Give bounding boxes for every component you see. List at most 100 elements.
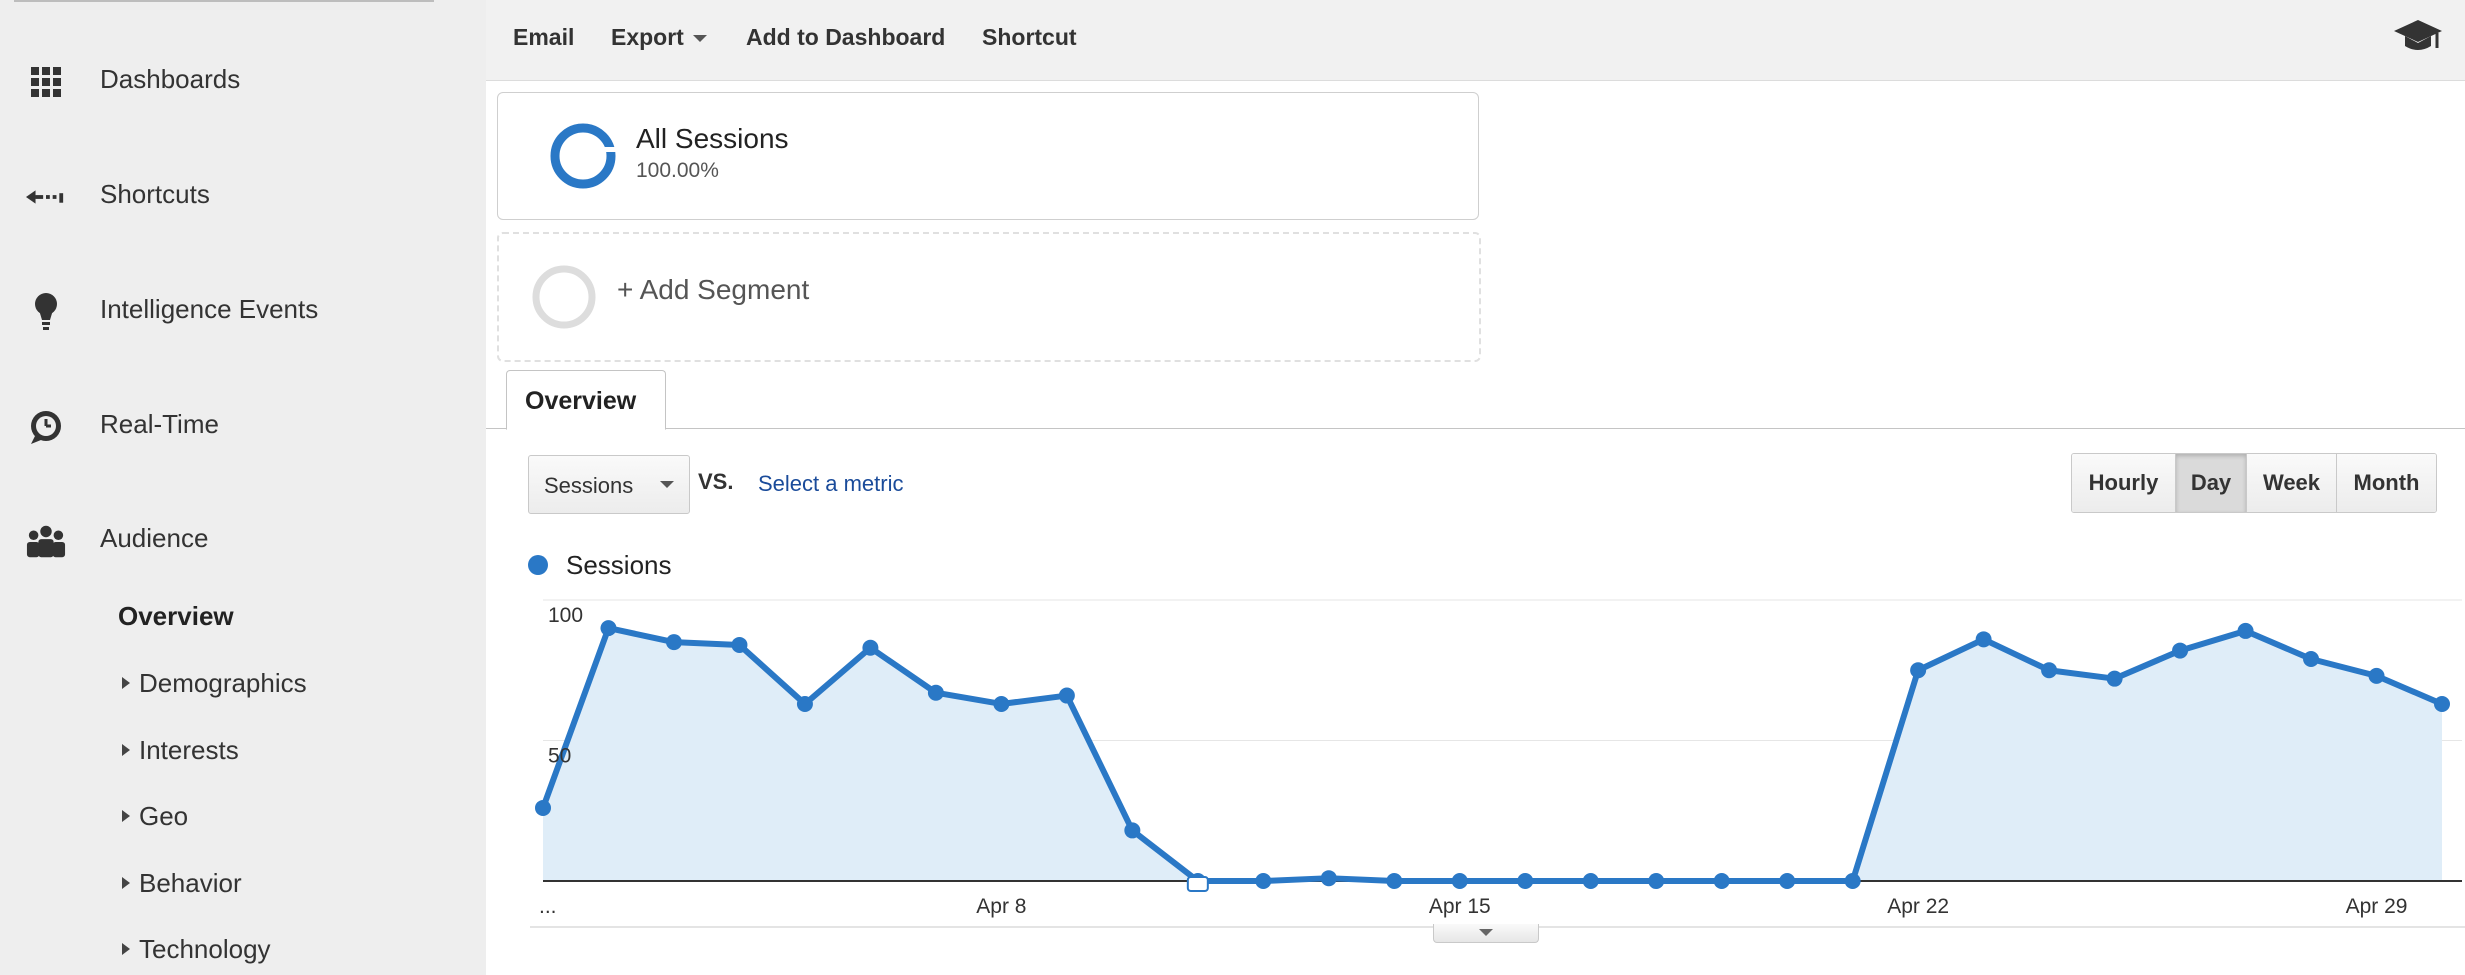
sidebar-item-label: Intelligence Events bbox=[100, 294, 319, 324]
data-point[interactable] bbox=[1582, 873, 1599, 889]
annotation-marker-icon bbox=[1186, 876, 1209, 892]
tab-overview[interactable]: Overview bbox=[506, 370, 666, 430]
data-point[interactable] bbox=[1713, 873, 1730, 889]
data-point[interactable] bbox=[1779, 873, 1796, 889]
add-segment-button[interactable]: + Add Segment bbox=[497, 232, 1481, 362]
sessions-line bbox=[540, 625, 2444, 884]
tab-overview-label: Overview bbox=[525, 387, 637, 415]
y-tick-label: 100 bbox=[548, 604, 583, 627]
chevron-down-icon bbox=[660, 481, 674, 488]
sidebar-subitem-label: Interests bbox=[139, 735, 239, 765]
data-point[interactable] bbox=[731, 636, 748, 653]
empty-segment-ring-icon bbox=[532, 265, 596, 329]
select-metric-link[interactable]: Select a metric bbox=[758, 471, 904, 496]
data-point[interactable] bbox=[1844, 873, 1861, 889]
chevron-down-icon bbox=[692, 35, 707, 43]
data-point[interactable] bbox=[2368, 667, 2385, 684]
data-point[interactable] bbox=[1517, 873, 1534, 889]
sidebar: Dashboards Shortcuts Intelligence Events bbox=[0, 0, 486, 975]
granularity-day-button[interactable]: Day bbox=[2176, 454, 2247, 512]
expand-triangle-icon bbox=[122, 677, 130, 689]
data-point[interactable] bbox=[2041, 662, 2058, 679]
export-button[interactable]: Export bbox=[611, 24, 707, 51]
granularity-hourly-button[interactable]: Hourly bbox=[2072, 454, 2176, 512]
data-point[interactable] bbox=[1124, 822, 1141, 839]
expand-triangle-icon bbox=[122, 744, 130, 756]
data-point[interactable] bbox=[1975, 631, 1992, 648]
sidebar-item-label: Dashboards bbox=[100, 64, 241, 94]
data-point[interactable] bbox=[1910, 662, 1927, 679]
expand-triangle-icon bbox=[122, 810, 130, 822]
sidebar-item-label: Real-Time bbox=[100, 409, 219, 439]
sidebar-subitem-label: Behavior bbox=[139, 868, 242, 898]
data-point[interactable] bbox=[1058, 687, 1075, 704]
clock-icon bbox=[26, 411, 66, 444]
segment-title: All Sessions bbox=[636, 123, 789, 154]
sidebar-item-label: Audience bbox=[100, 523, 209, 553]
data-point[interactable] bbox=[927, 684, 944, 701]
data-point[interactable] bbox=[1320, 870, 1337, 887]
sessions-area bbox=[543, 628, 2442, 881]
data-point[interactable] bbox=[2434, 695, 2450, 712]
granularity-month-button[interactable]: Month bbox=[2337, 454, 2436, 512]
sidebar-item-audience[interactable]: Audience bbox=[0, 504, 486, 574]
sidebar-subitem-label: Technology bbox=[139, 934, 271, 964]
expand-triangle-icon bbox=[122, 877, 130, 889]
sessions-area-chart[interactable]: 100 50... Apr 8 Apr 15 Apr 22 Apr 29 bbox=[520, 585, 2465, 940]
data-point[interactable] bbox=[600, 620, 617, 637]
data-point[interactable] bbox=[796, 695, 813, 712]
sidebar-item-dashboards[interactable]: Dashboards bbox=[0, 45, 486, 115]
shortcut-button[interactable]: Shortcut bbox=[982, 24, 1077, 50]
tab-underline bbox=[486, 428, 2465, 429]
sidebar-subitem-label: Overview bbox=[118, 601, 234, 631]
data-point[interactable] bbox=[1386, 873, 1403, 889]
x-tick-label: Apr 15 bbox=[1429, 895, 1491, 918]
y-tick-label: 50 bbox=[548, 745, 571, 768]
add-to-dashboard-button[interactable]: Add to Dashboard bbox=[746, 24, 946, 50]
legend-sessions-label: Sessions bbox=[566, 550, 672, 580]
data-point[interactable] bbox=[665, 634, 682, 651]
data-point[interactable] bbox=[1255, 873, 1272, 889]
metric-dropdown-label: Sessions bbox=[544, 473, 634, 498]
chevron-down-icon bbox=[1479, 929, 1493, 936]
data-point[interactable] bbox=[1451, 873, 1468, 889]
granularity-toggle: Hourly Day Week Month bbox=[2071, 453, 2437, 513]
data-point[interactable] bbox=[2303, 651, 2320, 668]
metric-dropdown[interactable]: Sessions bbox=[528, 455, 690, 514]
collapse-chart-handle[interactable] bbox=[1433, 924, 1539, 943]
sidebar-top-divider bbox=[14, 0, 434, 2]
segment-all-sessions[interactable]: All Sessions 100.00% bbox=[497, 92, 1479, 220]
data-point[interactable] bbox=[2172, 642, 2189, 659]
legend-sessions-swatch bbox=[528, 555, 548, 575]
x-tick-label: ... bbox=[539, 895, 557, 918]
shortcut-arrow-icon bbox=[26, 181, 66, 213]
data-point[interactable] bbox=[2237, 622, 2254, 639]
vs-label: VS. bbox=[698, 469, 734, 494]
sidebar-subitem-label: Geo bbox=[139, 801, 189, 831]
grid-icon bbox=[26, 66, 66, 98]
data-point[interactable] bbox=[1648, 873, 1665, 889]
x-tick-label: Apr 22 bbox=[1887, 895, 1949, 918]
expand-triangle-icon bbox=[122, 943, 130, 955]
x-tick-label: Apr 8 bbox=[976, 895, 1026, 918]
report-toolbar: Email Export Add to Dashboard Shortcut bbox=[486, 0, 2465, 81]
sidebar-item-intelligence-events[interactable]: Intelligence Events bbox=[0, 275, 486, 345]
graduation-cap-icon[interactable] bbox=[2393, 18, 2443, 56]
data-point[interactable] bbox=[2106, 670, 2123, 687]
export-label: Export bbox=[611, 24, 684, 50]
segment-percent: 100.00% bbox=[636, 159, 719, 182]
x-tick-label: Apr 29 bbox=[2346, 895, 2408, 918]
sidebar-subitem-label: Demographics bbox=[139, 668, 307, 698]
people-icon bbox=[26, 525, 66, 558]
sidebar-item-shortcuts[interactable]: Shortcuts bbox=[0, 160, 486, 230]
data-point[interactable] bbox=[535, 799, 551, 816]
sidebar-item-real-time[interactable]: Real-Time bbox=[0, 390, 486, 460]
segment-ring-icon bbox=[550, 123, 616, 189]
data-point[interactable] bbox=[993, 695, 1010, 712]
lightbulb-icon bbox=[26, 293, 66, 330]
sidebar-item-label: Shortcuts bbox=[100, 179, 210, 209]
email-button[interactable]: Email bbox=[513, 24, 575, 50]
data-point[interactable] bbox=[862, 639, 879, 656]
granularity-week-button[interactable]: Week bbox=[2247, 454, 2337, 512]
add-segment-label: + Add Segment bbox=[617, 274, 810, 305]
